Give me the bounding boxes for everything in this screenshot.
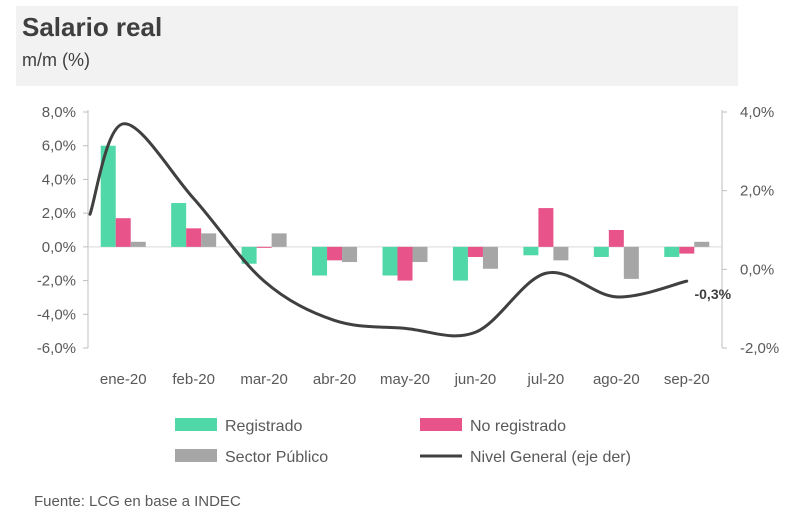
bar-sector-publico <box>694 241 710 247</box>
x-tick-label: may-20 <box>380 371 430 388</box>
y-left-tick-label: -2,0% <box>37 273 76 290</box>
legend-no-registrado-swatch <box>420 418 462 431</box>
y-left-tick-label: 8,0% <box>42 104 76 121</box>
bar-sector-publico <box>130 241 146 247</box>
bar-no-registrado <box>115 218 131 247</box>
chart-title: Salario real <box>22 12 163 42</box>
x-tick-label: mar-20 <box>240 371 288 388</box>
bar-no-registrado <box>186 228 202 247</box>
bar-registrado <box>100 145 116 247</box>
y-left-tick-label: 6,0% <box>42 138 76 155</box>
annotation-last-value: -0,3% <box>694 286 731 302</box>
x-tick-label: feb-20 <box>172 371 215 388</box>
source-note: Fuente: LCG en base a INDEC <box>34 493 241 510</box>
bar-no-registrado <box>679 246 695 254</box>
bar-no-registrado <box>397 246 413 281</box>
bar-registrado <box>593 246 609 257</box>
bar-registrado <box>664 246 680 257</box>
y-left-tick-label: 4,0% <box>42 171 76 188</box>
bar-registrado <box>452 246 468 281</box>
line-nivel-general <box>88 122 689 338</box>
legend-sector-publico-label: Sector Público <box>225 449 328 466</box>
x-tick-label: ene-20 <box>100 371 147 388</box>
bar-sector-publico <box>623 246 639 279</box>
legend-registrado-label: Registrado <box>225 418 302 435</box>
bar-sector-publico <box>271 233 287 247</box>
bar-sector-publico <box>201 233 217 247</box>
x-tick-label: abr-20 <box>313 371 356 388</box>
legend-sector-publico-swatch <box>175 449 217 462</box>
y-left-tick-label: 2,0% <box>42 205 76 222</box>
y-right-tick-label: 2,0% <box>740 183 774 200</box>
bar-no-registrado <box>256 246 272 248</box>
bar-sector-publico <box>412 246 428 263</box>
bar-sector-publico <box>342 246 358 263</box>
y-right-tick-label: 4,0% <box>740 104 774 121</box>
bar-no-registrado <box>538 208 554 247</box>
bar-no-registrado <box>467 246 483 257</box>
y-left-tick-label: -6,0% <box>37 340 76 357</box>
bar-sector-publico <box>553 246 569 261</box>
x-tick-label: ago-20 <box>593 371 640 388</box>
bar-registrado <box>312 246 328 276</box>
bar-no-registrado <box>608 230 624 247</box>
bar-no-registrado <box>327 246 343 261</box>
legend-no-registrado-label: No registrado <box>470 418 566 435</box>
legend-nivel-general-label: Nivel General (eje der) <box>470 449 631 466</box>
chart-header <box>16 6 738 86</box>
bar-registrado <box>171 203 187 247</box>
x-tick-label: sep-20 <box>664 371 710 388</box>
bar-registrado <box>523 246 539 256</box>
legend-registrado-swatch <box>175 418 217 431</box>
y-right-tick-label: -2,0% <box>740 340 779 357</box>
chart-subtitle: m/m (%) <box>22 50 90 70</box>
y-left-tick-label: 0,0% <box>42 239 76 256</box>
y-right-tick-label: 0,0% <box>740 261 774 278</box>
bar-sector-publico <box>482 246 498 269</box>
x-tick-label: jun-20 <box>454 371 497 388</box>
bar-registrado <box>382 246 398 276</box>
y-left-tick-label: -4,0% <box>37 306 76 323</box>
x-tick-label: jul-20 <box>527 371 565 388</box>
